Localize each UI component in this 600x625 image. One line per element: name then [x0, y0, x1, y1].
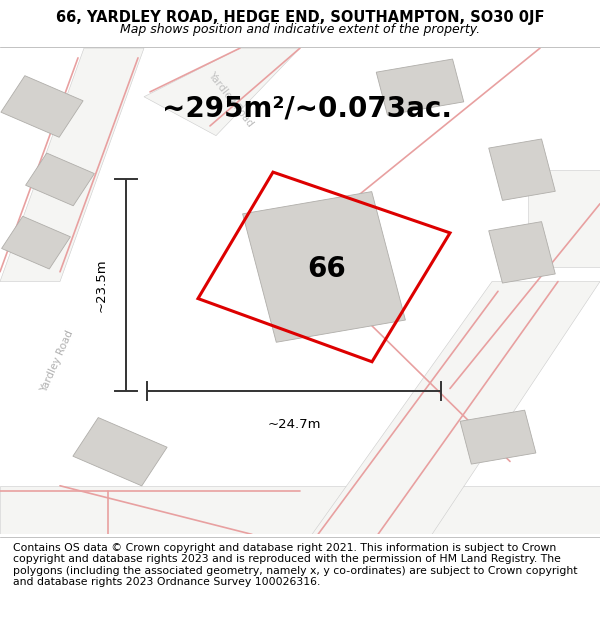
Polygon shape [0, 486, 600, 534]
Polygon shape [489, 222, 555, 283]
Polygon shape [73, 418, 167, 486]
Polygon shape [489, 139, 555, 201]
Polygon shape [376, 59, 464, 115]
Text: 66: 66 [308, 256, 346, 283]
Polygon shape [0, 48, 144, 281]
Text: ~23.5m: ~23.5m [95, 258, 108, 312]
Polygon shape [2, 216, 70, 269]
Polygon shape [144, 48, 300, 136]
Text: ~295m²/~0.073ac.: ~295m²/~0.073ac. [162, 95, 452, 123]
Polygon shape [1, 76, 83, 138]
Polygon shape [460, 410, 536, 464]
Text: Yardley Road: Yardley Road [206, 70, 256, 129]
Text: Contains OS data © Crown copyright and database right 2021. This information is : Contains OS data © Crown copyright and d… [13, 542, 578, 588]
Polygon shape [528, 169, 600, 267]
Text: Yardley Road: Yardley Road [39, 329, 75, 394]
Text: Map shows position and indicative extent of the property.: Map shows position and indicative extent… [120, 23, 480, 36]
Polygon shape [242, 192, 406, 342]
Text: ~24.7m: ~24.7m [267, 418, 321, 431]
Text: 66, YARDLEY ROAD, HEDGE END, SOUTHAMPTON, SO30 0JF: 66, YARDLEY ROAD, HEDGE END, SOUTHAMPTON… [56, 9, 544, 24]
Polygon shape [26, 153, 94, 206]
Polygon shape [312, 281, 600, 534]
